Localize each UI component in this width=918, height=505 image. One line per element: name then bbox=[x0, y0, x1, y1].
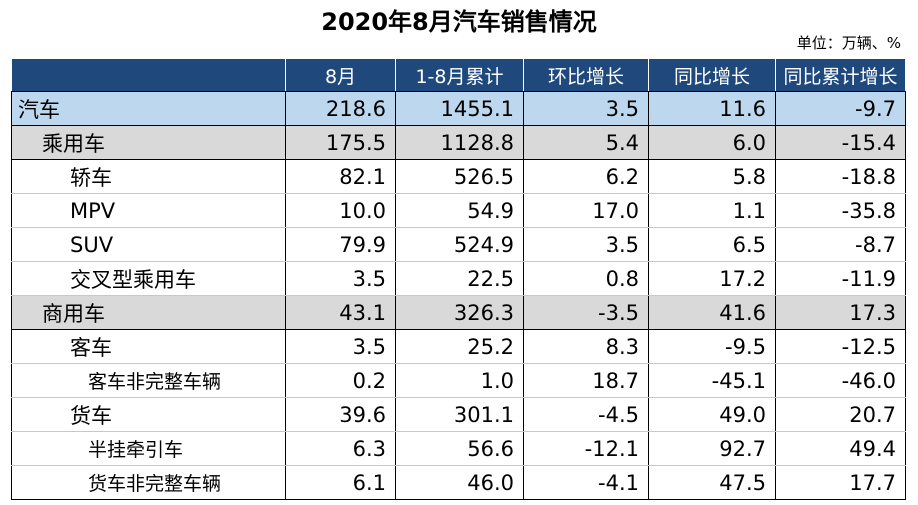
table-body: 汽车 218.6 1455.1 3.5 11.6 -9.7 乘用车 175.5 1128.8 5.… bbox=[11, 91, 906, 500]
value-cell: 49.4 bbox=[775, 431, 906, 466]
table-row: 半挂牵引车 6.3 56.6 -12.1 92.7 49.4 bbox=[11, 431, 906, 466]
row-label: 货车 bbox=[11, 397, 286, 432]
value-cell: -35.8 bbox=[775, 193, 906, 228]
unit-label: 单位：万辆、% bbox=[796, 34, 901, 52]
value-cell: 1128.8 bbox=[395, 125, 524, 160]
table-row: 轿车 82.1 526.5 6.2 5.8 -18.8 bbox=[11, 159, 906, 194]
row-label: 商用车 bbox=[11, 295, 286, 330]
column-header: 同比增长 bbox=[648, 58, 776, 92]
row-label: MPV bbox=[11, 193, 286, 228]
value-cell: 3.5 bbox=[523, 91, 649, 126]
value-cell: 3.5 bbox=[523, 227, 649, 262]
value-cell: 8.3 bbox=[523, 329, 649, 364]
table-row: MPV 10.0 54.9 17.0 1.1 -35.8 bbox=[11, 193, 906, 228]
value-cell: 1455.1 bbox=[395, 91, 524, 126]
value-cell: 524.9 bbox=[395, 227, 524, 262]
value-cell: 79.9 bbox=[285, 227, 396, 262]
row-label: 客车非完整车辆 bbox=[11, 363, 286, 398]
value-cell: 0.2 bbox=[285, 363, 396, 398]
row-label: 货车非完整车辆 bbox=[11, 465, 286, 500]
report-title: 2020年8月汽车销售情况 bbox=[321, 8, 597, 36]
row-label: 半挂牵引车 bbox=[11, 431, 286, 466]
value-cell: -9.7 bbox=[775, 91, 906, 126]
value-cell: 82.1 bbox=[285, 159, 396, 194]
value-cell: 54.9 bbox=[395, 193, 524, 228]
row-label: SUV bbox=[11, 227, 286, 262]
row-label: 汽车 bbox=[11, 91, 286, 126]
value-cell: 326.3 bbox=[395, 295, 524, 330]
value-cell: -45.1 bbox=[648, 363, 776, 398]
value-cell: 6.5 bbox=[648, 227, 776, 262]
value-cell: 0.8 bbox=[523, 261, 649, 296]
column-header: 环比增长 bbox=[523, 58, 649, 92]
value-cell: 6.0 bbox=[648, 125, 776, 160]
row-label: 乘用车 bbox=[11, 125, 286, 160]
value-cell: -4.5 bbox=[523, 397, 649, 432]
value-cell: 6.3 bbox=[285, 431, 396, 466]
value-cell: -8.7 bbox=[775, 227, 906, 262]
value-cell: 301.1 bbox=[395, 397, 524, 432]
value-cell: -15.4 bbox=[775, 125, 906, 160]
value-cell: 47.5 bbox=[648, 465, 776, 500]
value-cell: -9.5 bbox=[648, 329, 776, 364]
table-header-row: 8月 1-8月累计 环比增长 同比增长 同比累计增长 bbox=[11, 58, 906, 92]
column-header: 8月 bbox=[285, 58, 396, 92]
value-cell: 17.0 bbox=[523, 193, 649, 228]
value-cell: -4.1 bbox=[523, 465, 649, 500]
value-cell: 43.1 bbox=[285, 295, 396, 330]
table-row: 客车 3.5 25.2 8.3 -9.5 -12.5 bbox=[11, 329, 906, 364]
value-cell: 3.5 bbox=[285, 329, 396, 364]
value-cell: 175.5 bbox=[285, 125, 396, 160]
value-cell: 56.6 bbox=[395, 431, 524, 466]
value-cell: 1.0 bbox=[395, 363, 524, 398]
value-cell: -12.1 bbox=[523, 431, 649, 466]
value-cell: 5.4 bbox=[523, 125, 649, 160]
value-cell: 6.1 bbox=[285, 465, 396, 500]
value-cell: 92.7 bbox=[648, 431, 776, 466]
value-cell: 3.5 bbox=[285, 261, 396, 296]
value-cell: 11.6 bbox=[648, 91, 776, 126]
column-header: 同比累计增长 bbox=[775, 58, 906, 92]
table-row: 货车 39.6 301.1 -4.5 49.0 20.7 bbox=[11, 397, 906, 432]
value-cell: -46.0 bbox=[775, 363, 906, 398]
value-cell: 1.1 bbox=[648, 193, 776, 228]
value-cell: 39.6 bbox=[285, 397, 396, 432]
value-cell: 25.2 bbox=[395, 329, 524, 364]
value-cell: -18.8 bbox=[775, 159, 906, 194]
value-cell: 22.5 bbox=[395, 261, 524, 296]
value-cell: 41.6 bbox=[648, 295, 776, 330]
value-cell: 5.8 bbox=[648, 159, 776, 194]
table-row: 交叉型乘用车 3.5 22.5 0.8 17.2 -11.9 bbox=[11, 261, 906, 296]
value-cell: 18.7 bbox=[523, 363, 649, 398]
row-label: 客车 bbox=[11, 329, 286, 364]
value-cell: 46.0 bbox=[395, 465, 524, 500]
value-cell: 20.7 bbox=[775, 397, 906, 432]
table-row: 货车非完整车辆 6.1 46.0 -4.1 47.5 17.7 bbox=[11, 465, 906, 500]
value-cell: 17.3 bbox=[775, 295, 906, 330]
value-cell: 17.2 bbox=[648, 261, 776, 296]
row-label: 轿车 bbox=[11, 159, 286, 194]
value-cell: 17.7 bbox=[775, 465, 906, 500]
value-cell: -11.9 bbox=[775, 261, 906, 296]
column-header bbox=[11, 58, 286, 92]
value-cell: 10.0 bbox=[285, 193, 396, 228]
table-row: 乘用车 175.5 1128.8 5.4 6.0 -15.4 bbox=[11, 125, 906, 160]
sales-table: 8月 1-8月累计 环比增长 同比增长 同比累计增长 汽车 218.6 1455.1… bbox=[11, 58, 906, 500]
column-header: 1-8月累计 bbox=[395, 58, 524, 92]
value-cell: 49.0 bbox=[648, 397, 776, 432]
table-row: 汽车 218.6 1455.1 3.5 11.6 -9.7 bbox=[11, 91, 906, 126]
value-cell: -3.5 bbox=[523, 295, 649, 330]
value-cell: -12.5 bbox=[775, 329, 906, 364]
table-row: 客车非完整车辆 0.2 1.0 18.7 -45.1 -46.0 bbox=[11, 363, 906, 398]
table-row: SUV 79.9 524.9 3.5 6.5 -8.7 bbox=[11, 227, 906, 262]
row-label: 交叉型乘用车 bbox=[11, 261, 286, 296]
table-row: 商用车 43.1 326.3 -3.5 41.6 17.3 bbox=[11, 295, 906, 330]
value-cell: 526.5 bbox=[395, 159, 524, 194]
value-cell: 6.2 bbox=[523, 159, 649, 194]
value-cell: 218.6 bbox=[285, 91, 396, 126]
